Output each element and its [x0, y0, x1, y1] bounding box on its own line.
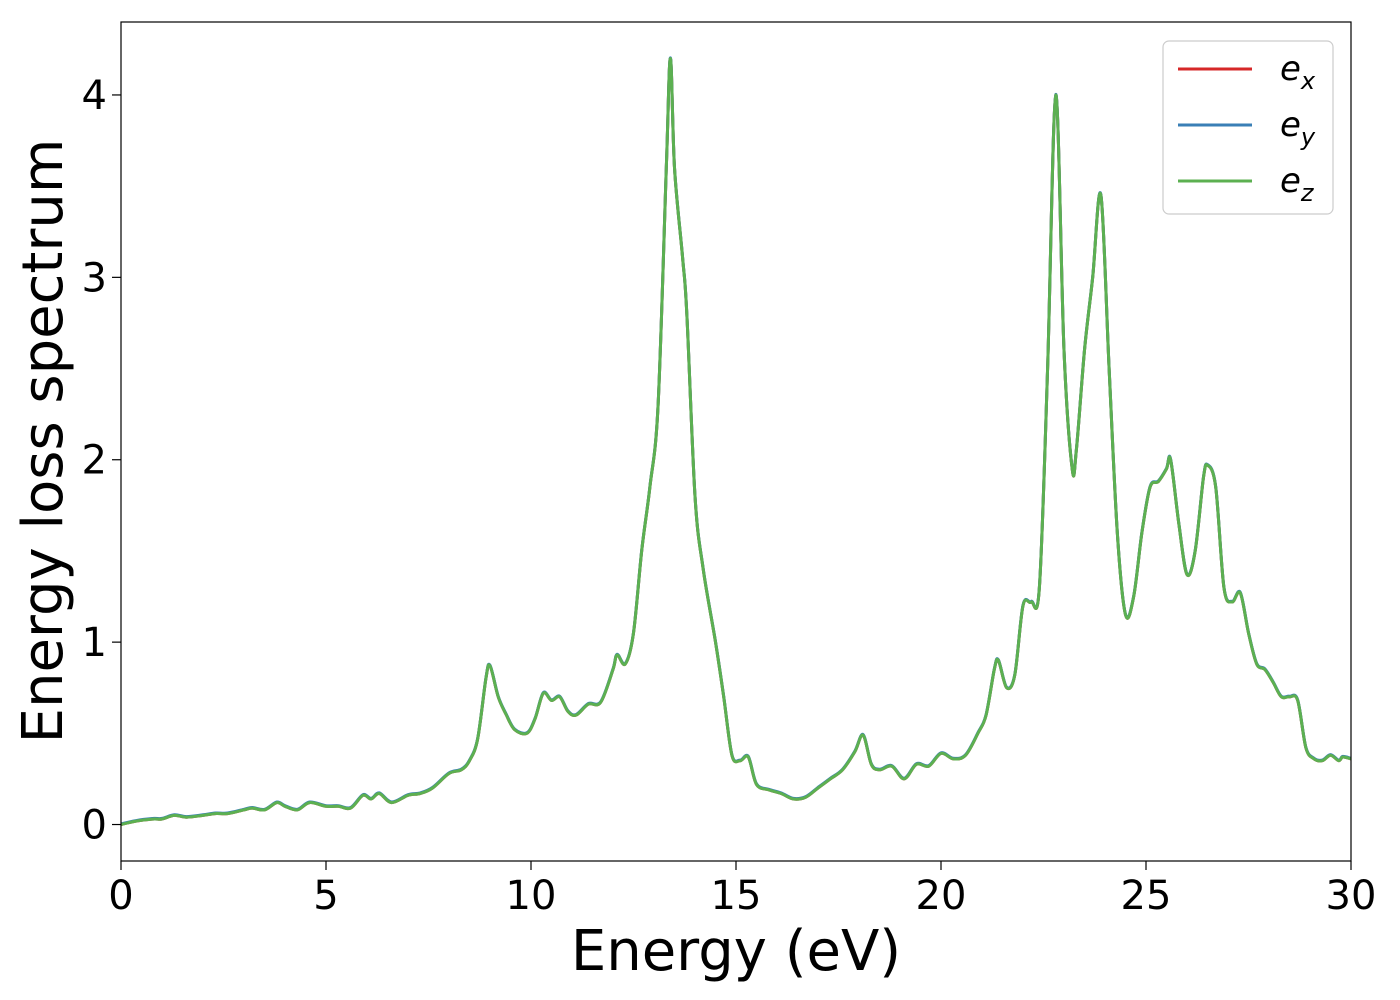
x-tick-label: 25 [1121, 873, 1172, 919]
legend-label-subscript: x [1300, 67, 1316, 95]
x-tick-label: 15 [711, 873, 762, 919]
legend-label-subscript: y [1300, 123, 1316, 151]
y-tick-label: 4 [82, 73, 107, 119]
series-line-z [120, 57, 1352, 826]
x-axis-ticks: 0 5 10 15 20 25 30 [108, 861, 1376, 919]
legend-box [1162, 40, 1334, 215]
y-tick-label: 1 [82, 620, 107, 666]
legend-label-subscript: z [1300, 179, 1315, 207]
x-tick-label: 20 [916, 873, 967, 919]
legend-label-base: e [1280, 105, 1301, 145]
x-tick-label: 10 [506, 873, 557, 919]
x-tick-label: 0 [108, 873, 133, 919]
legend-label-x: ex [1280, 49, 1316, 95]
legend-label-y: ey [1280, 105, 1316, 151]
series-lines [120, 56, 1352, 826]
x-tick-label: 5 [313, 873, 338, 919]
y-axis-ticks: 0 1 2 3 4 [82, 73, 121, 849]
x-tick-label: 30 [1326, 873, 1377, 919]
y-axis-title: Energy loss spectrum [11, 139, 76, 744]
y-tick-label: 0 [82, 803, 107, 849]
x-axis-title: Energy (eV) [571, 919, 901, 984]
y-tick-label: 3 [82, 255, 107, 301]
legend-label-base: e [1280, 161, 1301, 201]
y-tick-label: 2 [82, 438, 107, 484]
legend-label-base: e [1280, 49, 1301, 89]
legend-label-z: ez [1280, 161, 1315, 207]
